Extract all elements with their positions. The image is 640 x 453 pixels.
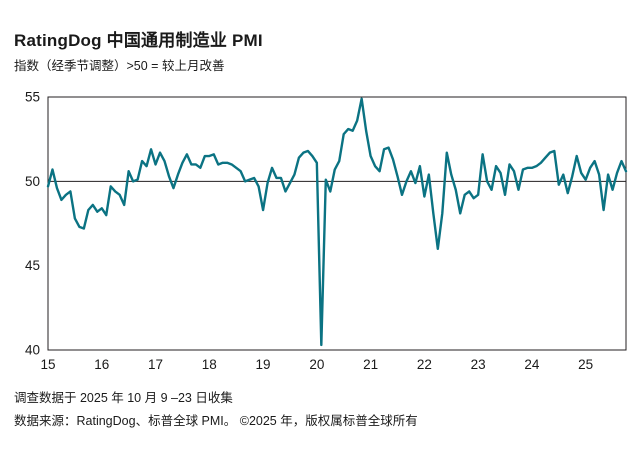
plot-frame <box>47 96 627 351</box>
pmi-series-line <box>46 97 628 347</box>
x-tick-label: 20 <box>309 357 324 372</box>
y-tick-label: 40 <box>25 343 40 358</box>
x-tick-label: 21 <box>363 357 378 372</box>
x-tick-label: 24 <box>524 357 540 372</box>
y-tick-label: 50 <box>25 174 40 189</box>
x-tick-label: 18 <box>202 357 217 372</box>
x-tick-label: 22 <box>417 357 432 372</box>
survey-collection-note: 调查数据于 2025 年 10 月 9 –23 日收集 <box>14 391 233 405</box>
x-tick-label: 25 <box>578 357 593 372</box>
chart-area: 55 50 45 40 15 16 17 18 19 20 21 22 23 24 25 <box>0 85 640 377</box>
y-tick-label: 55 <box>25 90 40 105</box>
page-subtitle: 指数（经季节调整）>50 = 较上月改善 <box>14 59 225 73</box>
x-tick-label: 16 <box>94 357 109 372</box>
x-tick-label: 19 <box>256 357 271 372</box>
x-tick-label: 17 <box>148 357 163 372</box>
page-title: RatingDog 中国通用制造业 PMI <box>14 31 263 50</box>
data-source-note: 数据来源：RatingDog、标普全球 PMI。 ©2025 年，版权属标普全球… <box>14 414 418 428</box>
x-tick-label: 15 <box>40 357 55 372</box>
x-tick-label: 23 <box>471 357 486 372</box>
y-tick-label: 45 <box>25 258 40 273</box>
